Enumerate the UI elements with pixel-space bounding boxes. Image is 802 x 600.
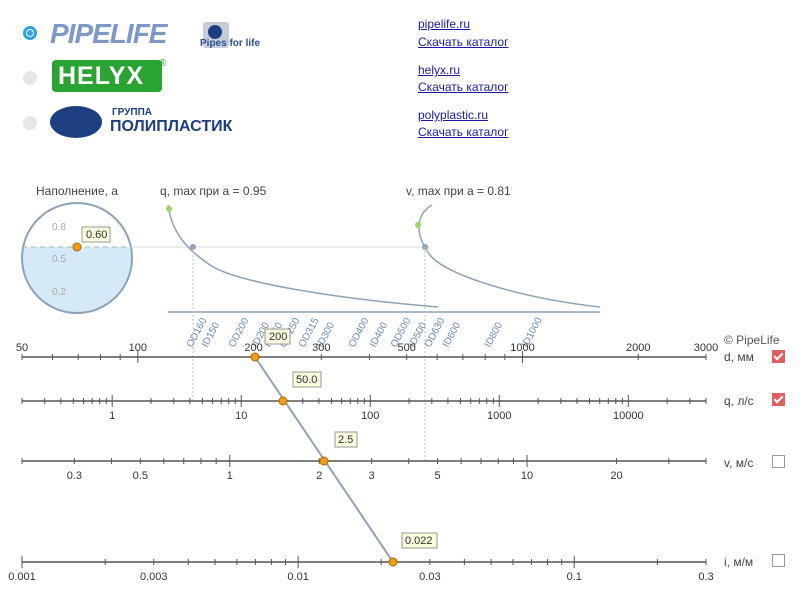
pipelife-logo-text: PIPELIFE — [50, 18, 167, 49]
q-curve — [167, 204, 439, 308]
v-curve-label: v, max при a = 0.81 — [406, 184, 511, 198]
scale-v-label: 0.5 — [133, 470, 148, 482]
scale-v-label: 1 — [227, 470, 233, 482]
scale-q-label: 1 — [109, 410, 115, 422]
scale-d-label: 100 — [129, 342, 147, 354]
fill-label: Наполнение, a — [36, 184, 118, 198]
scale-v-label: 20 — [610, 470, 622, 482]
registered-icon: ® — [159, 58, 167, 69]
pipelife-logo: PIPELIFE Pipes for life — [50, 18, 270, 52]
scale-v-label: 5 — [434, 470, 440, 482]
radio-pipelife[interactable] — [23, 26, 37, 40]
checkbox-i[interactable] — [772, 554, 785, 567]
pipelife-tagline: Pipes for life — [200, 38, 261, 49]
marker-i-value: 0.022 — [405, 535, 433, 547]
scale-d-label: 300 — [312, 342, 330, 354]
scale-q[interactable]: 1 10 100 1000 10000 — [21, 395, 707, 422]
scale-i-label: 0.3 — [698, 571, 713, 583]
scale-q-label: 100 — [361, 410, 379, 422]
helyx-logo-text: HELYX — [58, 62, 145, 90]
helyx-site-link[interactable]: helyx.ru — [418, 63, 461, 77]
pipe-label[interactable]: ID400 — [368, 320, 390, 349]
pipe-label[interactable]: ID800 — [483, 320, 505, 349]
marker-d-value: 200 — [269, 331, 287, 343]
scale-name-i: i, м/м — [724, 555, 754, 569]
helyx-logo: HELYX — [52, 60, 162, 92]
v-curve — [418, 204, 601, 308]
polyplastic-group-text: ГРУППА — [112, 107, 153, 118]
scale-d-label: 500 — [397, 342, 415, 354]
checkbox-q[interactable] — [772, 393, 785, 406]
checkbox-d[interactable] — [772, 350, 785, 363]
polyplastic-catalog-link[interactable]: Скачать каталог — [418, 125, 509, 139]
scale-d[interactable]: 50 100 200 300 500 1000 2000 3000 — [16, 342, 718, 363]
marker-q[interactable]: 50.0 — [278, 371, 322, 406]
marker-i[interactable]: 0.022 — [388, 532, 438, 567]
scale-d-label: 200 — [244, 342, 262, 354]
pipe-labels: OD160ID150OD200ID200ID250OD250OD315ID300… — [185, 315, 545, 349]
fill-handle[interactable] — [72, 242, 82, 252]
scale-q-label: 10 — [235, 410, 247, 422]
scale-v-label: 10 — [521, 470, 533, 482]
scale-i[interactable]: 0.001 0.003 0.01 0.03 0.1 0.3 — [8, 556, 714, 583]
scale-q-label: 1000 — [487, 410, 511, 422]
scale-d-label: 3000 — [694, 342, 718, 354]
polyplastic-site-link[interactable]: polyplastic.ru — [418, 108, 489, 122]
fill-tick-1: 0.5 — [52, 254, 66, 265]
scale-v[interactable]: 0.3 0.5 1 2 3 5 10 20 — [21, 455, 707, 482]
scale-v-label: 3 — [369, 470, 375, 482]
scale-v-label: 0.3 — [67, 470, 82, 482]
scale-i-label: 0.03 — [419, 571, 440, 583]
scale-name-d: d, мм — [724, 350, 754, 364]
polyplastic-logo-text: ПОЛИПЛАСТИК — [110, 118, 233, 135]
polyplastic-logo: ГРУППА ПОЛИПЛАСТИК — [50, 105, 260, 141]
scale-d-label: 50 — [16, 342, 28, 354]
marker-q-value: 50.0 — [296, 374, 317, 386]
marker-v-value: 2.5 — [338, 434, 353, 446]
scale-d-label: 2000 — [626, 342, 650, 354]
radio-helyx[interactable] — [23, 71, 37, 85]
marker-d[interactable]: 200 — [250, 328, 291, 362]
q-curve-label: q, max при a = 0.95 — [160, 184, 267, 198]
scale-name-q: q, л/с — [724, 394, 754, 408]
fill-circle[interactable] — [20, 202, 135, 317]
copyright: © PipeLife — [724, 333, 780, 347]
radio-polyplastic[interactable] — [23, 116, 37, 130]
pipelife-catalog-link[interactable]: Скачать каталог — [418, 35, 509, 49]
polyplastic-emblem-icon — [50, 106, 102, 138]
marker-v[interactable]: 2.5 — [319, 431, 358, 466]
scale-i-label: 0.1 — [567, 571, 582, 583]
pipelife-site-link[interactable]: pipelife.ru — [418, 17, 471, 31]
scale-i-label: 0.01 — [287, 571, 308, 583]
fill-value: 0.60 — [86, 229, 107, 241]
scale-v-label: 2 — [316, 470, 322, 482]
fill-tick-0: 0.8 — [52, 222, 66, 233]
pipelife-globe-icon — [203, 22, 229, 48]
helyx-catalog-link[interactable]: Скачать каталог — [418, 80, 509, 94]
fill-tick-2: 0.2 — [52, 287, 66, 298]
scale-name-v: v, м/с — [724, 456, 754, 470]
scale-d-label: 1000 — [510, 342, 534, 354]
scale-i-label: 0.003 — [140, 571, 168, 583]
checkbox-v[interactable] — [772, 455, 785, 468]
scale-i-label: 0.001 — [8, 571, 36, 583]
scale-q-label: 10000 — [613, 410, 644, 422]
